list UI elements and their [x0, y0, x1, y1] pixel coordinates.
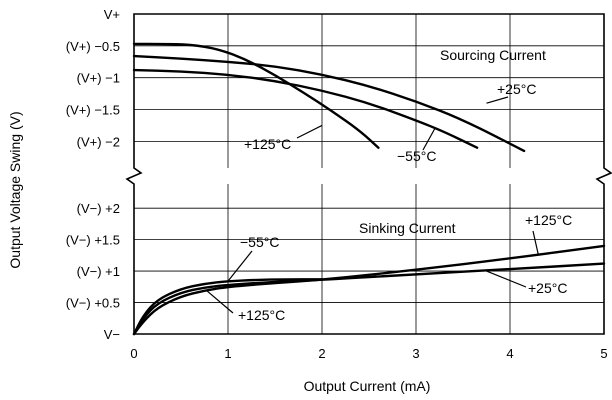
y-tick-label: (V−) +2 — [77, 201, 120, 216]
sinking-curve — [132, 244, 606, 336]
x-tick-label: 0 — [130, 346, 137, 361]
grid-lines — [134, 14, 604, 334]
y-tick-label: (V+) −1.5 — [66, 103, 120, 118]
label-leader-line — [422, 128, 436, 151]
curve-label: +125°C — [244, 136, 291, 152]
label-leader-line — [532, 230, 539, 255]
y-tick-label: V+ — [104, 7, 120, 22]
curve-label: −55°C — [240, 234, 279, 250]
sourcing-curve — [132, 68, 479, 149]
x-tick-label: 2 — [318, 346, 325, 361]
y-axis-label: Output Voltage Swing (V) — [7, 111, 23, 268]
sinking-current-label: Sinking Current — [359, 220, 456, 236]
sourcing-current-label: Sourcing Current — [440, 47, 546, 63]
sourcing-curve — [132, 42, 380, 149]
data-curves — [132, 42, 606, 336]
curve-label: +125°C — [525, 212, 572, 228]
y-tick-label: (V−) +1 — [77, 264, 120, 279]
x-axis-label: Output Current (mA) — [304, 378, 431, 394]
y-tick-label: (V+) −2 — [77, 134, 120, 149]
x-tick-label: 1 — [224, 346, 231, 361]
label-leader-line — [227, 250, 253, 282]
y-tick-label: (V+) −1 — [77, 71, 120, 86]
x-tick-label: 4 — [506, 346, 513, 361]
x-tick-label: 5 — [600, 346, 607, 361]
y-tick-label: (V−) +0.5 — [66, 296, 120, 311]
x-tick-label: 3 — [412, 346, 419, 361]
label-leader-line — [486, 270, 527, 288]
sinking-curve — [132, 262, 606, 336]
label-leader-line — [296, 124, 323, 139]
curve-label: −55°C — [397, 148, 436, 164]
y-tick-label: V− — [104, 327, 120, 342]
y-tick-label: (V+) −0.5 — [66, 39, 120, 54]
curve-label: +25°C — [497, 81, 536, 97]
curve-labels: +125°C −55°C +25°C −55°C +25°C +125°C +125°C — [206, 81, 572, 323]
curve-label: +25°C — [528, 280, 567, 296]
axis-ticks: 0 1 2 3 4 5 V+ (V+) −0.5 (V+) −1 (V+) −1.5 (V+) −2… — [66, 7, 608, 361]
y-tick-label: (V−) +1.5 — [66, 233, 120, 248]
chart-frame — [125, 13, 612, 335]
sourcing-curve — [132, 54, 526, 153]
label-leader-line — [486, 96, 509, 104]
plot-border — [125, 13, 612, 335]
label-leader-line — [206, 290, 234, 314]
curve-label: +125°C — [238, 307, 285, 323]
